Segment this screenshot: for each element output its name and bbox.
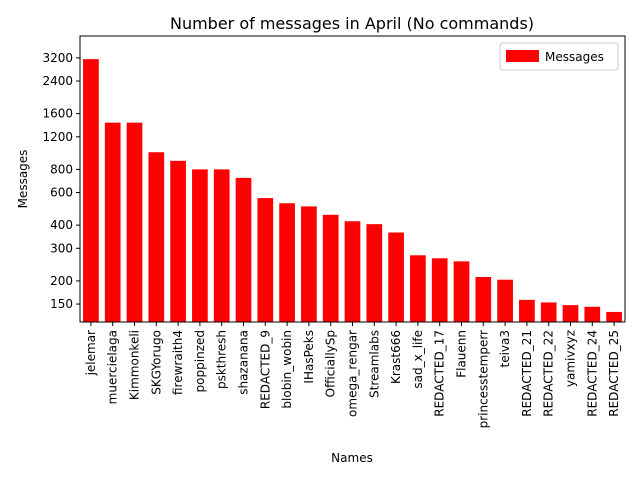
bar — [279, 203, 295, 322]
x-axis: jelemar muercielaga Kimmonkeli SKGYorugo fir… — [84, 322, 621, 428]
x-tick-label: REDACTED_22 — [542, 330, 556, 417]
y-axis: 150 200 300 400 600 800 1200 1600 2400 3200 — [42, 51, 80, 311]
y-tick-label: 800 — [50, 162, 73, 176]
y-tick-label: 1200 — [42, 130, 73, 144]
bar — [453, 261, 470, 322]
bar — [192, 169, 208, 322]
x-tick-label: poppinzed — [193, 330, 207, 392]
x-tick-label: REDACTED_9 — [258, 330, 272, 409]
bar — [235, 177, 252, 322]
chart-title: Number of messages in April (No commands… — [170, 14, 534, 33]
x-tick-label: REDACTED_24 — [585, 330, 599, 417]
x-tick-label: Flauenn — [455, 330, 469, 378]
y-tick-label: 200 — [50, 274, 73, 288]
bar — [170, 160, 186, 322]
x-tick-label: REDACTED_17 — [433, 330, 447, 417]
legend-label: Messages — [545, 50, 604, 64]
x-tick-label: omega_rengar — [346, 330, 360, 417]
bar — [584, 306, 601, 322]
bar — [83, 59, 99, 322]
bar — [497, 279, 513, 322]
x-tick-label: IHasPeks — [302, 330, 316, 384]
bar — [213, 169, 230, 322]
x-tick-label: REDACTED_25 — [607, 330, 621, 417]
bar — [366, 224, 383, 322]
y-tick-label: 300 — [50, 241, 73, 255]
x-tick-label: princesstemperr — [476, 330, 490, 428]
x-tick-label: SKGYorugo — [149, 330, 163, 395]
legend-box — [499, 42, 619, 71]
bar — [301, 206, 317, 322]
bar — [322, 214, 339, 322]
bar — [431, 258, 448, 322]
x-tick-label: pskthresh — [215, 330, 229, 389]
x-tick-label: OfficiallySp — [324, 330, 338, 397]
x-tick-label: REDACTED_21 — [520, 330, 534, 417]
bar — [148, 152, 165, 322]
x-tick-label: muercielaga — [106, 330, 120, 404]
x-tick-label: jelemar — [84, 330, 98, 376]
bar — [410, 255, 426, 322]
y-tick-label: 400 — [50, 218, 73, 232]
bar — [562, 305, 579, 322]
bar — [257, 198, 274, 322]
y-tick-label: 600 — [50, 186, 73, 200]
bar — [519, 299, 535, 322]
x-tick-label: yamivxyz — [564, 330, 578, 387]
bar — [126, 122, 143, 322]
bar — [104, 122, 121, 322]
x-tick-label: Kimmonkeli — [128, 330, 142, 400]
y-tick-label: 150 — [50, 297, 73, 311]
x-tick-label: firewraith4 — [171, 330, 185, 395]
bar — [388, 232, 404, 322]
bar — [606, 311, 622, 322]
bar — [540, 302, 557, 322]
x-tick-label: sad_x_life — [411, 330, 425, 389]
y-tick-label: 2400 — [42, 74, 73, 88]
y-tick-label: 1600 — [42, 107, 73, 121]
legend-swatch — [506, 50, 539, 62]
x-tick-label: Streamlabs — [367, 330, 381, 398]
bars-group — [83, 59, 622, 322]
bar — [344, 221, 361, 322]
y-axis-label: Messages — [16, 150, 30, 209]
bar — [475, 276, 492, 322]
legend: Messages — [499, 42, 619, 71]
x-tick-label: teiva3 — [498, 330, 512, 368]
x-tick-label: shazanana — [237, 330, 251, 395]
x-tick-label: blobin_wobin — [280, 330, 294, 409]
y-tick-label: 3200 — [42, 51, 73, 65]
x-axis-label: Names — [331, 451, 373, 465]
x-tick-label: Krast666 — [389, 330, 403, 384]
plot-frame — [79, 35, 626, 323]
